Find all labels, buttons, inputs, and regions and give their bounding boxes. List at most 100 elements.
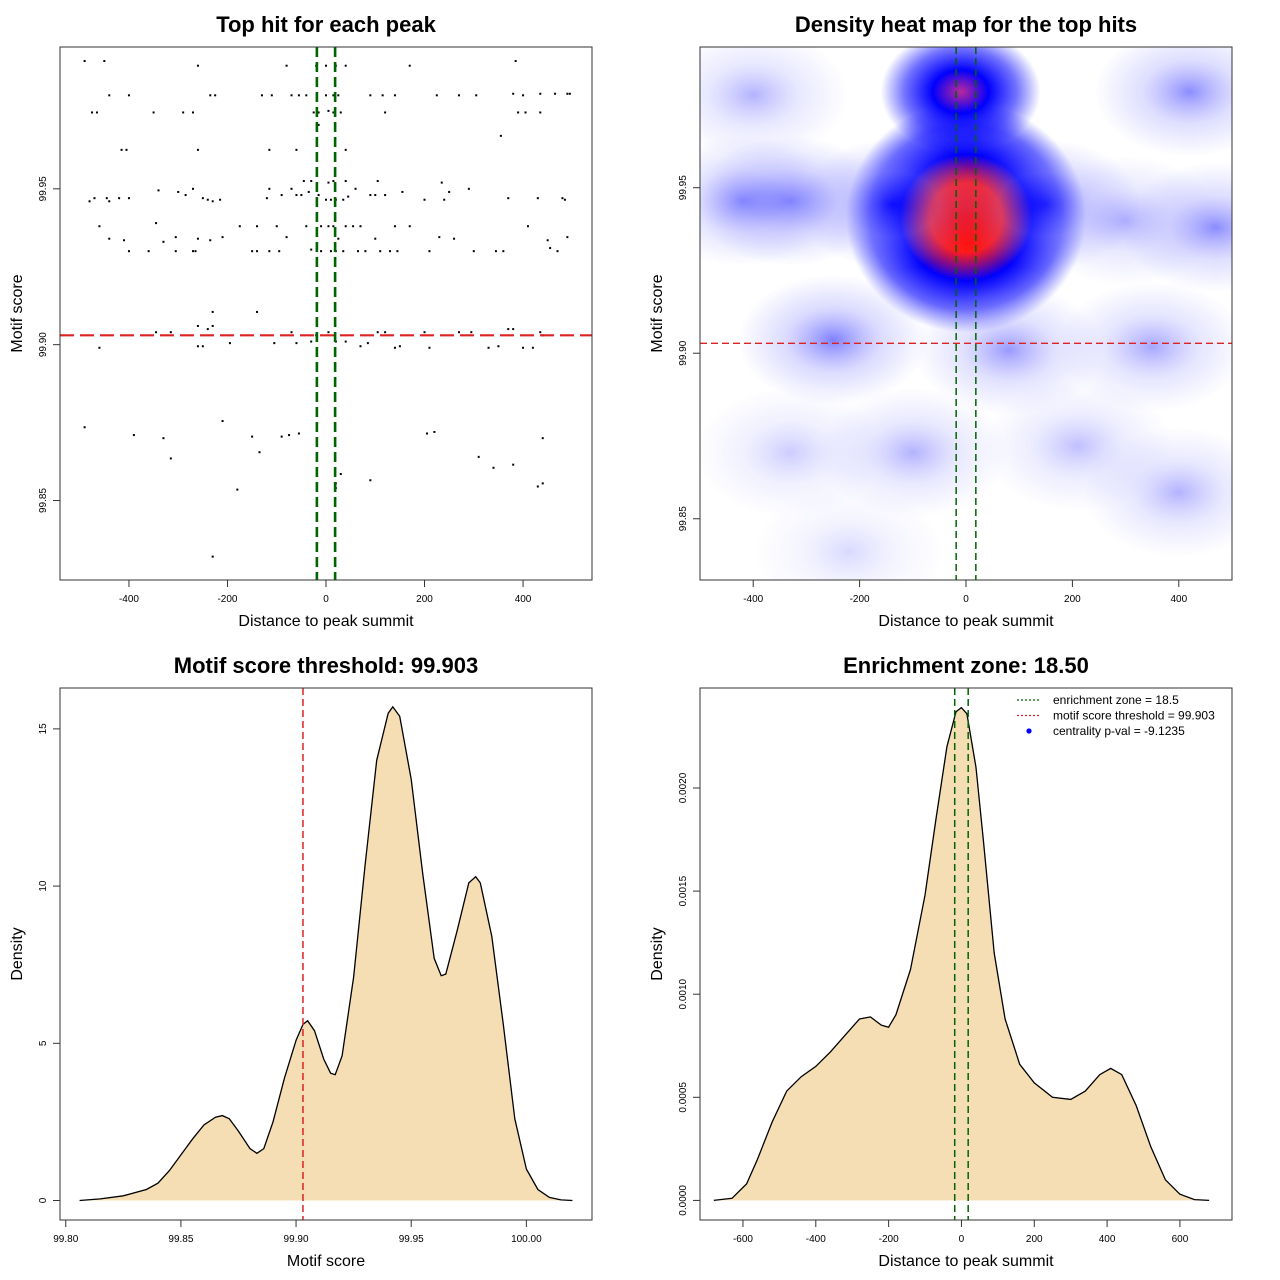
data-point	[408, 225, 411, 228]
y-tick-label: 99.95	[38, 176, 49, 201]
data-point	[352, 225, 355, 228]
data-point	[438, 236, 441, 239]
data-point	[302, 180, 305, 183]
data-point	[393, 346, 396, 349]
data-point	[300, 194, 303, 197]
density-blob	[700, 387, 886, 518]
data-point	[332, 180, 335, 183]
data-point	[162, 240, 165, 243]
data-point	[337, 94, 340, 97]
data-point	[327, 225, 330, 228]
data-point	[120, 148, 123, 151]
y-tick-label: 5	[38, 1040, 49, 1046]
data-point	[423, 198, 426, 201]
data-point	[312, 111, 315, 114]
data-point	[494, 250, 497, 253]
data-point	[169, 331, 172, 334]
data-point	[369, 94, 372, 97]
x-tick-label: 0	[963, 594, 969, 605]
chart-panel-1: -400 -200 0 200 400 99.85 99.90 99.95 Top hit fo…	[9, 12, 593, 630]
data-point	[251, 250, 254, 253]
data-point	[514, 60, 517, 63]
x-tick-label: -600	[733, 1234, 753, 1245]
data-point	[549, 247, 552, 250]
legend-item: enrichment zone = 18.5	[1053, 693, 1179, 707]
data-point	[440, 181, 443, 184]
data-point	[155, 222, 158, 225]
data-point	[162, 437, 165, 440]
data-point	[194, 250, 197, 253]
data-point	[470, 331, 473, 334]
data-point	[393, 94, 396, 97]
data-point	[147, 250, 150, 253]
data-point	[376, 180, 379, 183]
x-tick-label: 99.85	[168, 1234, 193, 1245]
x-tick-label: 0	[323, 594, 329, 605]
x-tick-label: 100.00	[511, 1234, 542, 1245]
data-point	[401, 190, 404, 193]
data-point	[359, 345, 362, 348]
data-point	[256, 310, 259, 313]
data-point	[423, 331, 426, 334]
y-axis-label: Motif score	[649, 274, 666, 352]
data-point	[561, 197, 564, 200]
data-point	[524, 111, 527, 114]
data-point	[317, 194, 320, 197]
data-point	[379, 250, 382, 253]
data-point	[507, 197, 510, 200]
data-point	[290, 187, 293, 190]
data-point	[317, 123, 320, 126]
data-point	[238, 225, 241, 228]
data-point	[396, 250, 399, 253]
data-point	[453, 237, 456, 240]
data-point	[83, 426, 86, 429]
y-tick-label: 99.90	[38, 332, 49, 357]
data-point	[374, 237, 377, 240]
y-tick-label: 0.0005	[678, 1082, 689, 1113]
data-point	[448, 190, 451, 193]
data-point	[425, 432, 428, 435]
data-point	[305, 225, 308, 228]
data-point	[344, 64, 347, 67]
density-blob	[913, 284, 1104, 415]
data-point	[196, 324, 199, 327]
data-point	[214, 94, 217, 97]
data-point	[132, 434, 135, 437]
data-point	[98, 346, 101, 349]
data-point	[125, 148, 128, 151]
data-point	[169, 457, 172, 460]
data-point	[196, 237, 199, 240]
data-point	[566, 236, 569, 239]
data-point	[526, 225, 529, 228]
data-point	[342, 198, 345, 201]
data-point	[88, 200, 91, 203]
data-point	[475, 94, 478, 97]
x-tick-label: 99.95	[399, 1234, 424, 1245]
data-point	[211, 324, 214, 327]
data-point	[268, 148, 271, 151]
density-blob	[1057, 281, 1232, 412]
data-point	[184, 194, 187, 197]
data-point	[512, 463, 515, 466]
data-point	[492, 466, 495, 469]
data-point	[435, 94, 438, 97]
data-point	[342, 250, 345, 253]
data-point	[273, 342, 276, 345]
data-point	[206, 328, 209, 331]
data-point	[497, 345, 500, 348]
data-point	[517, 111, 520, 114]
x-tick-label: -200	[879, 1234, 899, 1245]
data-point	[108, 200, 111, 203]
data-point	[512, 92, 515, 95]
x-tick-label: 200	[1064, 594, 1081, 605]
data-point	[536, 485, 539, 488]
data-point	[95, 111, 98, 114]
x-tick-label: -200	[217, 594, 237, 605]
data-point	[541, 437, 544, 440]
data-point	[251, 435, 254, 438]
density-fill	[79, 706, 573, 1201]
data-point	[536, 197, 539, 200]
data-point	[155, 331, 158, 334]
x-tick-label: 600	[1172, 1234, 1189, 1245]
